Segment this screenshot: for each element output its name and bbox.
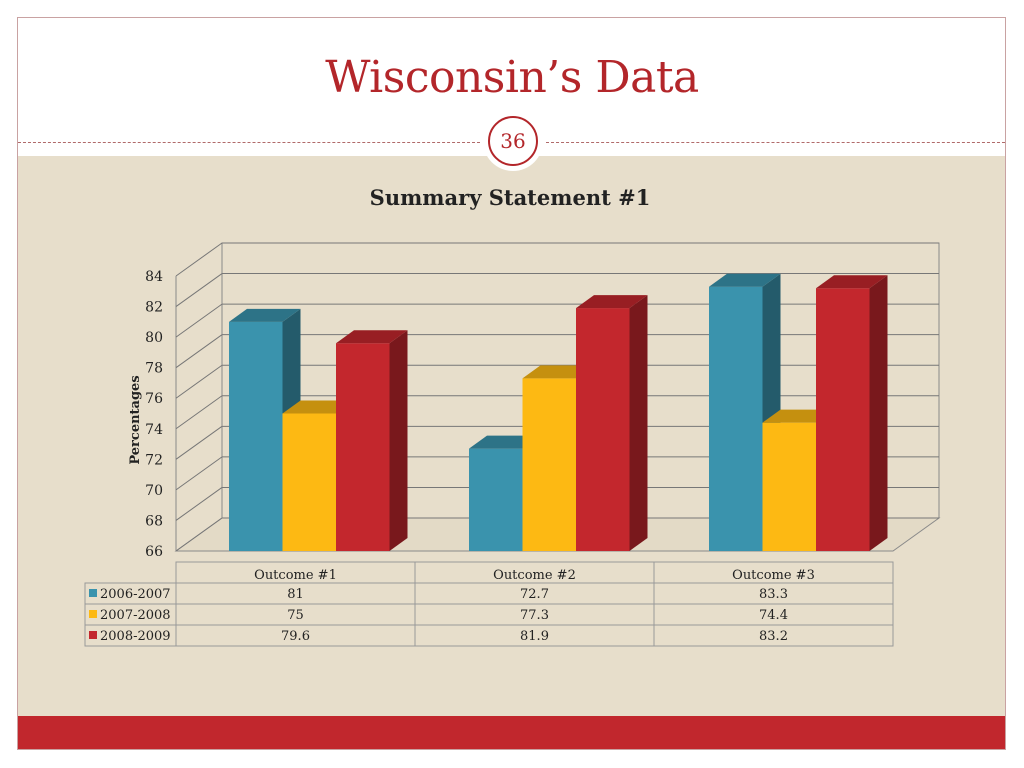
legend-label: 2008-2009 <box>100 629 171 644</box>
y-tick-label: 82 <box>145 300 163 316</box>
data-label: 77.3 <box>520 608 549 623</box>
bar-top <box>336 330 408 344</box>
y-tick-label: 66 <box>145 544 163 560</box>
y-axis-label: Percentages <box>128 375 143 464</box>
bar-front <box>336 343 390 551</box>
y-tick-labels: 66 68 70 72 74 76 78 80 82 84 <box>145 269 163 560</box>
bar <box>709 273 781 551</box>
legend-swatch <box>89 610 97 618</box>
bar-front <box>709 286 763 551</box>
gridline-side <box>175 364 223 399</box>
bar <box>816 275 888 551</box>
gridline-side <box>175 517 223 552</box>
y-tick-label: 68 <box>145 513 163 529</box>
x-tick-label: Outcome #3 <box>732 568 815 583</box>
y-tick-label: 72 <box>145 452 163 468</box>
data-label: 75 <box>287 608 304 623</box>
data-label: 81.9 <box>520 629 549 644</box>
gridline-side <box>175 425 223 460</box>
bars <box>229 273 888 551</box>
footer-bar <box>18 716 1005 749</box>
bar-front <box>229 321 283 551</box>
y-tick-label: 80 <box>145 330 163 346</box>
data-label: 79.6 <box>281 629 310 644</box>
gridline-side <box>175 303 223 338</box>
y-tick-label: 84 <box>145 269 163 285</box>
bar-top <box>229 308 301 322</box>
legend-label: 2007-2008 <box>100 608 171 623</box>
y-tick-label: 76 <box>145 391 163 407</box>
bar-front <box>282 413 336 551</box>
bar-side <box>869 275 888 551</box>
data-label: 83.2 <box>759 629 788 644</box>
y-tick-label: 78 <box>145 361 163 377</box>
data-table: Outcome #1 Outcome #2 Outcome #3 2006-2007 8… <box>84 561 894 647</box>
gridline-side <box>175 487 223 521</box>
bar-front <box>816 288 870 551</box>
legend-swatch <box>89 631 97 639</box>
data-label: 83.3 <box>759 587 788 602</box>
gridline-side <box>175 395 223 430</box>
data-label: 72.7 <box>520 587 549 602</box>
chart-title: Summary Statement #1 <box>370 185 651 210</box>
y-tick-label: 74 <box>145 422 163 438</box>
gridline-side <box>175 456 223 491</box>
legend-swatch <box>89 589 97 597</box>
header-divider-left <box>18 142 480 143</box>
x-tick-label: Outcome #1 <box>254 568 337 583</box>
data-label: 74.4 <box>759 608 788 623</box>
x-tick-label: Outcome #2 <box>493 568 576 583</box>
bar <box>336 330 408 551</box>
slide-number: 36 <box>488 116 538 166</box>
bar-top <box>709 273 781 287</box>
gridline-side <box>175 334 223 369</box>
bar <box>576 295 648 551</box>
header-divider-right <box>546 142 1005 143</box>
gridline-side <box>175 242 223 277</box>
data-label: 81 <box>287 587 304 602</box>
bar-front <box>576 308 630 551</box>
y-tick-label: 70 <box>145 483 163 499</box>
bar-top <box>576 295 648 309</box>
legend-label: 2006-2007 <box>100 587 171 602</box>
slide-title: Wisconsin’s Data <box>325 52 699 103</box>
bar-side <box>629 295 648 551</box>
gridline-side <box>175 273 223 307</box>
bar-front <box>762 422 816 551</box>
bar-front <box>522 378 576 551</box>
bar-top <box>816 275 888 289</box>
bar-side <box>389 330 408 551</box>
bar-front <box>469 448 523 551</box>
